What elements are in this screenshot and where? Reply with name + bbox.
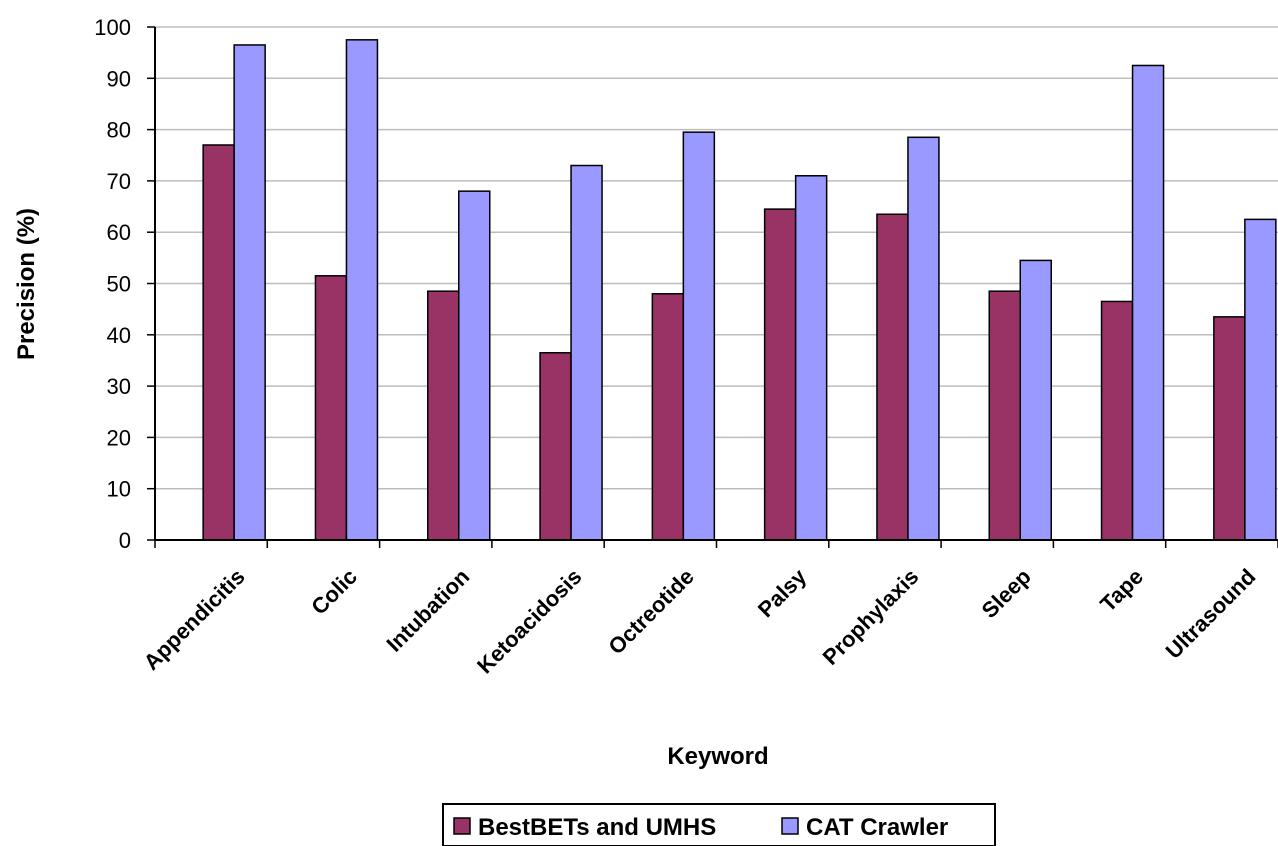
x-tick-label-intubation: Intubation [381,564,474,657]
y-tick-label-70: 70 [107,169,131,194]
legend-swatch-bestbets [453,817,471,835]
bar-bestbets-prophylaxis [876,213,909,541]
bar-cat-crawler-colic [345,39,379,541]
x-tick-label-palsy: Palsy [753,563,812,622]
y-tick-label-80: 80 [107,118,131,143]
bar-bestbets-ultrasound [1213,316,1246,541]
x-tick-label-colic: Colic [306,564,362,620]
tick-labels: 0 10 20 30 40 50 60 70 80 90 100 [94,15,131,553]
bars [202,39,1277,541]
y-tick-label-20: 20 [107,425,131,450]
bar-cat-crawler-intubation [458,190,491,541]
x-tick-label-sleep: Sleep [977,564,1036,623]
bar-bestbets-ketoacidosis [539,352,572,541]
bar-cat-crawler-ketoacidosis [570,164,603,541]
y-tick-label-100: 100 [94,15,131,40]
y-tick-label-30: 30 [107,374,131,399]
bar-cat-crawler-palsy [794,175,828,541]
bar-cat-crawler-tape [1131,64,1165,541]
bar-bestbets-tape [1100,300,1134,541]
bar-cat-crawler-sleep [1019,259,1052,541]
y-tick-label-60: 60 [107,220,131,245]
bar-cat-crawler-octreotide [682,131,716,541]
axes [147,26,1278,548]
x-axis-title: Keyword [667,743,768,770]
bar-cat-crawler-appendicitis [233,44,266,541]
legend-label-cat-crawler: CAT Crawler [806,814,948,841]
bar-bestbets-colic [314,275,348,541]
y-tick-label-90: 90 [107,66,131,91]
legend-frame [442,803,996,846]
bar-bestbets-intubation [427,290,460,541]
x-tick-label-ketoacidosis: Ketoacidosis [472,564,587,679]
x-tick-label-prophylaxis: Prophylaxis [818,564,924,670]
x-tick-label-tape: Tape [1095,564,1148,617]
legend: BestBETs and UMHS CAT Crawler [442,803,996,846]
bar-bestbets-palsy [763,208,797,541]
y-axis-title: Precision (%) [13,208,40,360]
x-tick-label-octreotide: Octreotide [603,564,698,659]
bar-bestbets-appendicitis [202,144,235,541]
bar-cat-crawler-prophylaxis [907,136,940,541]
bar-bestbets-octreotide [651,293,685,541]
legend-label-bestbets: BestBETs and UMHS [478,814,716,841]
bar-bestbets-sleep [988,290,1021,541]
x-tick-label-appendicitis: Appendicitis [139,564,250,675]
legend-swatch-cat-crawler [781,817,799,835]
y-tick-label-0: 0 [119,528,131,553]
y-tick-label-40: 40 [107,323,131,348]
y-tick-label-50: 50 [107,272,131,297]
y-tick-label-10: 10 [107,477,131,502]
bar-cat-crawler-ultrasound [1244,218,1277,541]
x-tick-label-ultrasound: Ultrasound [1161,564,1261,664]
